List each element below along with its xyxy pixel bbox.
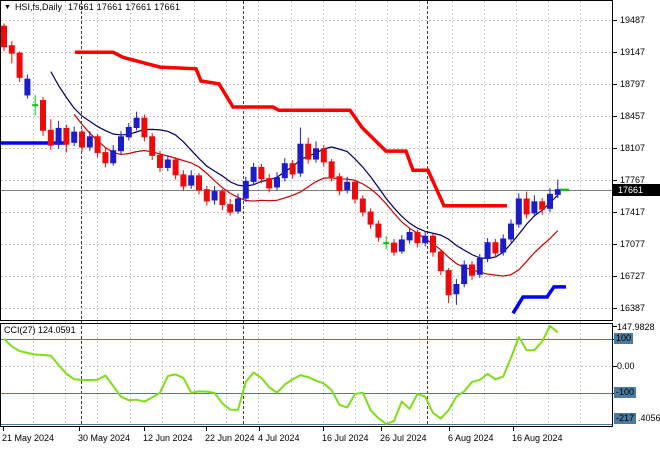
date-axis-label: 12 Jun 2024 — [143, 433, 193, 443]
date-axis-label: 30 May 2024 — [78, 433, 131, 443]
cci-level-min-box: -217 — [614, 413, 637, 424]
cci-level-high-box: 100 — [614, 333, 634, 344]
date-axis-label: 21 May 2024 — [2, 433, 55, 443]
price-axis-label: 18457 — [620, 111, 646, 121]
cci-axis-max: 147.9828 — [617, 322, 655, 332]
price-axis-label: 17417 — [620, 207, 646, 217]
price-axis-label: 16387 — [620, 303, 646, 313]
indicator-name: CCI(27) — [4, 325, 36, 335]
price-axis-label: 19147 — [620, 47, 646, 57]
date-axis-label: 16 Aug 2024 — [512, 433, 563, 443]
chart-title: ▼ HSI,fs,Daily 17661 17661 17661 17661 — [4, 2, 180, 12]
cci-axis-zero: 0.00 — [617, 361, 635, 371]
symbol-period-label: HSI,fs,Daily — [14, 2, 62, 12]
date-axis-label: 6 Aug 2024 — [448, 433, 494, 443]
ohlc-values: 17661 17661 17661 17661 — [67, 2, 181, 12]
date-axis-label: 4 Jul 2024 — [258, 433, 300, 443]
price-axis-label: 19487 — [620, 15, 646, 25]
symbol-dropdown-arrow[interactable]: ▼ — [4, 4, 11, 11]
price-axis-label: 18797 — [620, 79, 646, 89]
price-axis-label: 18107 — [620, 143, 646, 153]
price-axis-label: 17767 — [620, 175, 646, 185]
cci-axis-min-tail: .4056 — [638, 413, 660, 423]
indicator-label: CCI(27) 124.0591 — [4, 325, 76, 335]
date-axis-label: 26 Jul 2024 — [380, 433, 427, 443]
date-axis-label: 16 Jul 2024 — [322, 433, 369, 443]
indicator-value: 124.0591 — [38, 325, 76, 335]
current-price-box: 17661 — [613, 184, 660, 196]
price-axis-label: 17077 — [620, 239, 646, 249]
date-axis-label: 22 Jun 2024 — [205, 433, 255, 443]
cci-level-low-box: -100 — [614, 387, 637, 398]
price-axis-label: 16727 — [620, 271, 646, 281]
